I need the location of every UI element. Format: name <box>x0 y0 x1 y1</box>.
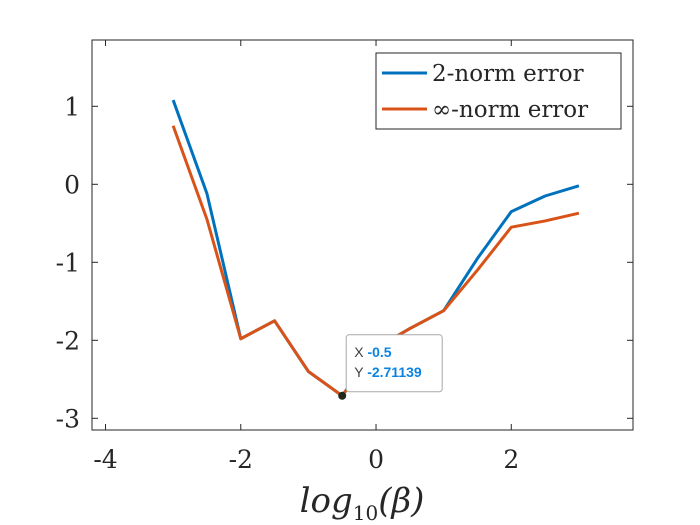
datatip: X -0.5Y -2.71139 <box>338 334 443 400</box>
x-tick-label: -2 <box>229 445 253 474</box>
legend-label: ∞-norm error <box>432 97 588 123</box>
y-tick-label: -3 <box>56 404 80 433</box>
y-tick-label: 0 <box>64 170 80 199</box>
datatip-value: -0.5 <box>367 344 391 360</box>
x-axis-title-prefix: log <box>300 481 353 521</box>
legend: 2-norm error ∞-norm error <box>375 52 622 130</box>
datatip-key: Y <box>354 364 367 380</box>
y-tick-label: -2 <box>56 326 80 355</box>
y-tick-label: -1 <box>56 248 80 277</box>
datatip-box <box>345 334 443 393</box>
plot-box <box>91 39 634 431</box>
datatip-row: X -0.5 <box>354 344 392 360</box>
datatip-key: X <box>354 344 367 360</box>
datatip-row: Y -2.71139 <box>354 364 422 380</box>
y-tick-label: 1 <box>64 92 80 121</box>
x-tick-label: 0 <box>368 445 384 474</box>
datatip-marker[interactable] <box>338 391 347 400</box>
legend-box <box>375 52 622 130</box>
x-tick-label: 2 <box>503 445 519 474</box>
datatip-value: -2.71139 <box>367 364 422 380</box>
x-axis-title-argument: (β) <box>378 481 424 521</box>
x-axis-title: log10(β) <box>300 481 425 525</box>
x-axis-title-subscript: 10 <box>353 501 378 525</box>
x-tick-label: -4 <box>93 445 117 474</box>
legend-label: 2-norm error <box>432 61 584 87</box>
axes: -4 -2 0 2 -3 -2 -1 0 1 <box>56 39 634 474</box>
